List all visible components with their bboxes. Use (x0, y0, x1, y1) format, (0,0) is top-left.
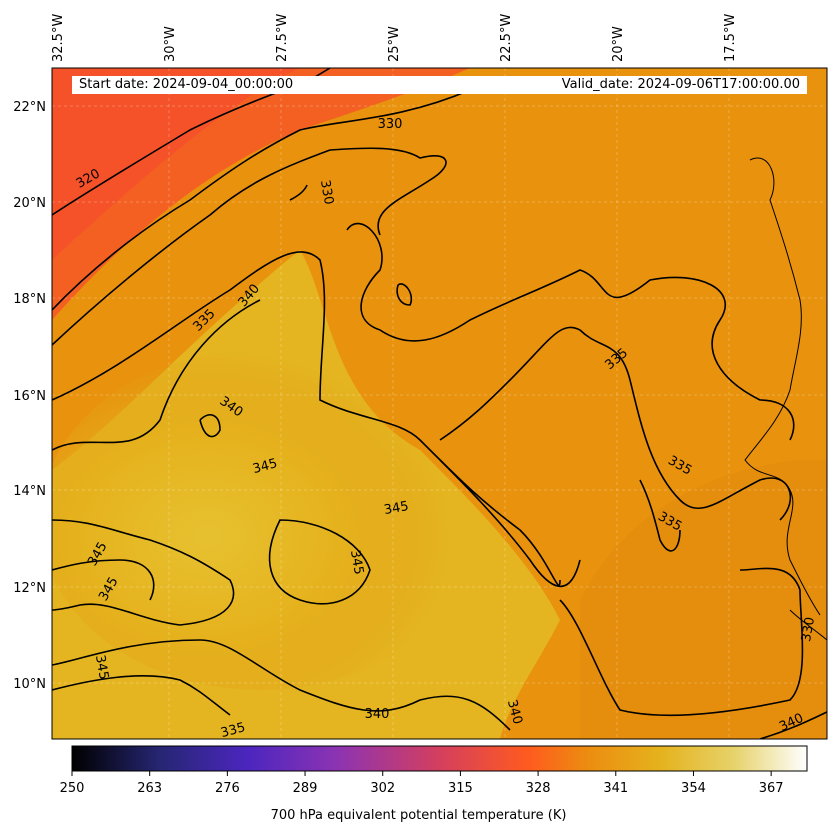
date-banner: Start date: 2024-09-04_00:00:00 Valid_da… (72, 76, 807, 94)
colorbar-tick-label: 263 (137, 781, 162, 796)
colorbar-tick-label: 302 (370, 781, 395, 796)
contour-label: 340 (504, 698, 525, 726)
map-frame (51, 67, 828, 740)
colorbar-tick-label: 354 (681, 781, 706, 796)
contour-label: 330 (317, 179, 336, 206)
lon-tick-label: 22.5°W (499, 14, 514, 62)
coastline (744, 157, 827, 641)
lon-tick-label: 20°W (611, 26, 626, 62)
lon-tick-label: 27.5°W (275, 14, 290, 62)
contour-label: 340 (365, 707, 390, 722)
valid-date: Valid_date: 2024-09-06T17:00:00.00 (561, 77, 800, 92)
colorbar-ticks: 250 263 276 289 302 315 328 341 354 367 (60, 771, 784, 796)
lat-tick-label: 18°N (13, 292, 46, 307)
contour-label: 345 (347, 549, 366, 576)
contour-label: 330 (378, 117, 403, 132)
lat-tick-label: 10°N (13, 677, 46, 692)
contour-label: 345 (383, 499, 410, 518)
lat-tick-label: 12°N (13, 581, 46, 596)
start-date: Start date: 2024-09-04_00:00:00 (79, 77, 294, 92)
lat-tick-label: 22°N (13, 100, 46, 115)
lon-tick-label: 32.5°W (51, 14, 66, 62)
colorbar (71, 745, 808, 772)
contour-label: 345 (92, 654, 111, 681)
longitude-ticks: 32.5°W 30°W 27.5°W 25°W 22.5°W 20°W 17.5°W (51, 14, 738, 62)
lon-tick-label: 17.5°W (723, 14, 738, 62)
lat-tick-label: 14°N (13, 484, 46, 499)
lat-tick-label: 16°N (13, 389, 46, 404)
colorbar-tick-label: 341 (603, 781, 628, 796)
contour-label: 330 (799, 616, 818, 643)
colorbar-tick-label: 289 (293, 781, 318, 796)
contour-lines (52, 68, 827, 739)
contour-label: 345 (251, 456, 279, 477)
contour-label: 335 (219, 720, 247, 741)
map-field (52, 68, 827, 739)
latitude-ticks: 22°N 20°N 18°N 16°N 14°N 12°N 10°N (13, 100, 46, 692)
colorbar-tick-label: 250 (60, 781, 85, 796)
lon-tick-label: 30°W (163, 26, 178, 62)
lon-tick-label: 25°W (387, 26, 402, 62)
colorbar-tick-label: 276 (215, 781, 240, 796)
colorbar-tick-label: 367 (759, 781, 784, 796)
colorbar-tick-label: 315 (448, 781, 473, 796)
colorbar-tick-label: 328 (526, 781, 551, 796)
lat-tick-label: 20°N (13, 196, 46, 211)
colorbar-title: 700 hPa equivalent potential temperature… (270, 808, 567, 823)
